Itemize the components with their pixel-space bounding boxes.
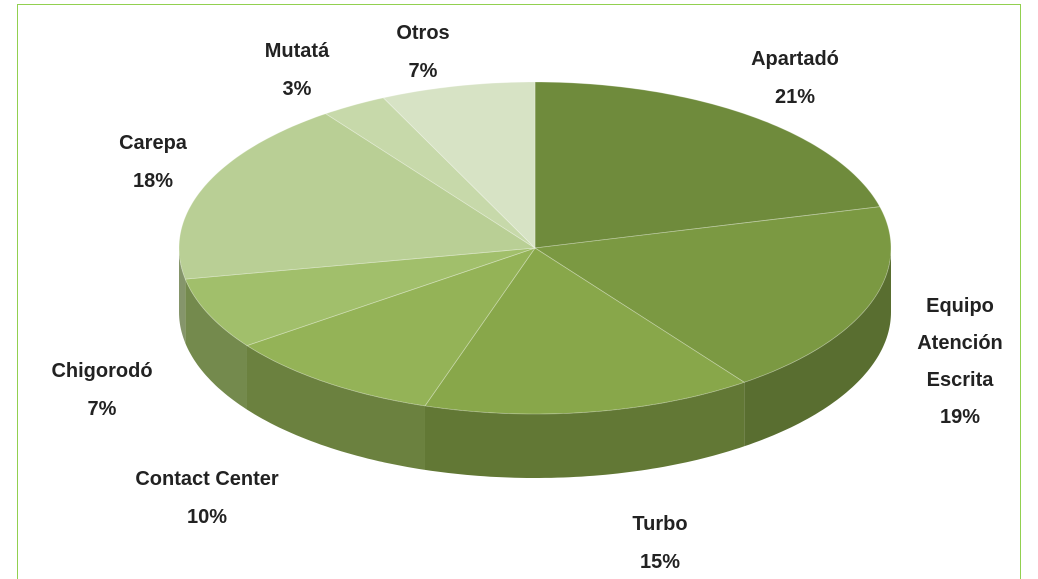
category-label: Mutatá [264,40,330,62]
pie-slice [534,81,881,249]
slice-label: Equipo Atención Escrita 19% [905,288,1015,436]
chart-frame [17,4,1021,579]
category-label: Turbo [632,513,688,535]
pie-slice [533,206,892,383]
category-label: Equipo Atención Escrita [917,295,1003,391]
pie-slice [324,97,536,249]
slice-label: Carepa 18% [119,124,187,200]
value-label: 15% [639,551,681,573]
slice-label: Apartadó 21% [751,40,839,116]
value-label: 18% [132,170,174,192]
pie-slice [246,247,537,407]
pie-slice [424,247,746,415]
pie-slice [184,247,536,347]
category-label: Otros [396,22,450,44]
category-label: Chigorodó [51,360,153,382]
value-label: 7% [408,60,438,82]
slice-label: Turbo 15% [632,505,687,579]
category-label: Contact Center [135,468,279,490]
pie-side [246,345,425,470]
slice-label: Chigorodó 7% [51,352,152,428]
value-label: 7% [87,398,117,420]
category-label: Carepa [119,132,187,154]
slice-label: Otros 7% [396,14,449,90]
value-label: 10% [186,506,228,528]
pie-side [185,279,247,410]
value-label: 19% [939,406,981,428]
pie-side [179,248,186,344]
value-label: 3% [282,78,312,100]
category-label: Apartadó [751,48,839,70]
slice-label: Mutatá 3% [265,32,329,108]
pie-slice [382,81,536,249]
slice-label: Contact Center 10% [135,460,278,536]
pie-side [424,382,745,478]
pie-side [744,248,891,447]
pie-slice [178,113,537,280]
value-label: 21% [774,86,816,108]
